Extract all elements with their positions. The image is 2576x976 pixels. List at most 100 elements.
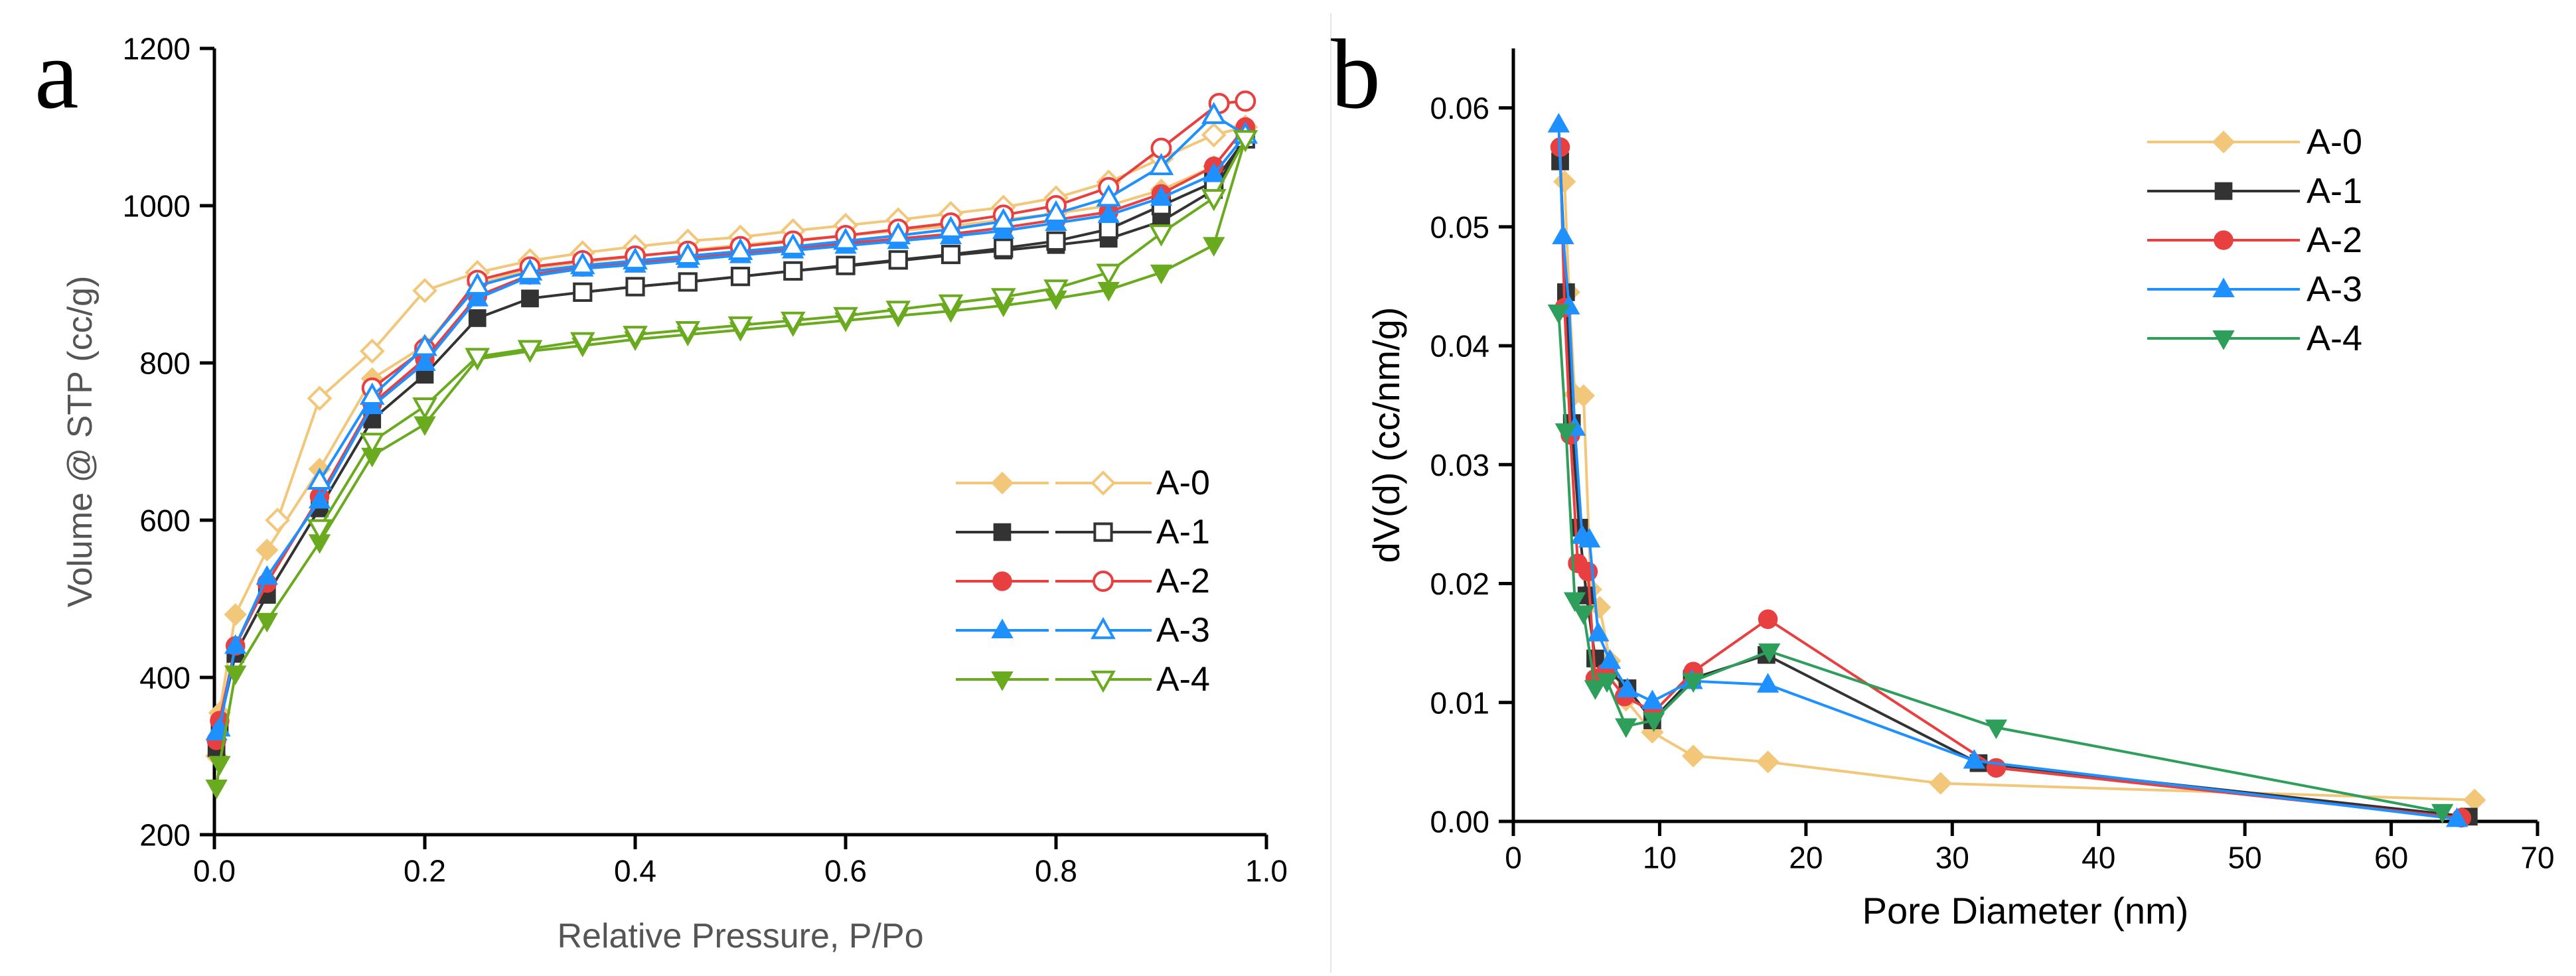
legend-entry-a-2: A-2 <box>956 562 1210 600</box>
y-tick-label: 600 <box>139 504 190 538</box>
data-point-a-3-desorption <box>465 272 491 295</box>
data-point-a-3-desorption <box>990 208 1016 230</box>
data-point-a-3-desorption <box>623 247 648 270</box>
data-point-a-4-desorption <box>623 326 648 348</box>
legend-marker-adsorption <box>993 523 1012 541</box>
data-point-a-1-desorption <box>730 267 751 287</box>
x-axis-label: Relative Pressure, P/Po <box>557 917 923 955</box>
data-point-a-4-desorption <box>307 519 333 542</box>
x-axis-label: Pore Diameter (nm) <box>1862 890 2189 932</box>
data-point-a-4-desorption <box>1043 279 1069 302</box>
y-axis-label: dV(d) (cc/nm/g) <box>1365 307 1407 563</box>
data-point-a-2-desorption <box>1235 90 1256 112</box>
x-tick-label: 1.0 <box>1245 853 1288 888</box>
data-point-a-4 <box>1596 673 1618 693</box>
data-point-a-4-desorption <box>412 397 437 420</box>
data-point-a-1-adsorption <box>521 289 539 308</box>
legend-marker <box>2212 130 2235 154</box>
legend-label: A-4 <box>2307 318 2362 358</box>
data-point-a-3 <box>1552 224 1574 245</box>
data-point-a-4 <box>1554 423 1578 443</box>
data-point-a-4 <box>1758 643 1781 663</box>
data-point-a-3-desorption <box>569 251 595 275</box>
data-point-a-4-adsorption <box>205 779 228 800</box>
legend-marker <box>2214 182 2233 200</box>
data-point-a-2 <box>1578 561 1598 582</box>
legend-label: A-2 <box>2307 220 2362 260</box>
data-point-a-4-desorption <box>833 307 858 330</box>
y-tick-label: 400 <box>139 661 190 695</box>
x-tick-label: 0.0 <box>193 853 236 888</box>
legend-label: A-0 <box>1156 464 1210 502</box>
data-point-a-4 <box>1572 605 1595 625</box>
data-point-a-4-desorption <box>780 311 806 334</box>
data-point-a-0-desorption <box>307 385 333 411</box>
data-point-a-3-desorption <box>938 216 964 238</box>
data-point-a-4-adsorption <box>1150 264 1173 285</box>
data-point-a-4-desorption <box>727 316 753 339</box>
data-point-a-3-adsorption <box>1150 186 1173 206</box>
x-tick-label: 0.2 <box>404 853 446 888</box>
data-point-a-4-adsorption <box>208 756 231 776</box>
data-point-a-0-desorption <box>1201 122 1227 148</box>
legend-label: A-0 <box>2307 122 2362 162</box>
data-point-a-1-adsorption <box>468 309 487 327</box>
data-point-a-4-desorption <box>990 288 1016 311</box>
data-point-a-0 <box>1756 750 1780 774</box>
panel-label: a <box>35 19 79 129</box>
data-point-a-4 <box>1985 719 2008 740</box>
data-point-a-4-desorption <box>1233 130 1258 153</box>
data-point-a-3-adsorption <box>256 565 278 585</box>
legend-marker-adsorption <box>991 618 1014 638</box>
legend-label: A-2 <box>1156 562 1210 600</box>
data-point-a-3 <box>1756 673 1780 693</box>
data-point-a-3 <box>1963 748 1986 769</box>
data-point-a-1-desorption <box>836 255 856 275</box>
legend-label: A-1 <box>2307 171 2362 211</box>
legend: A-0 A-1 A-2 A-3 A-4 <box>956 464 1210 699</box>
data-point-a-3-adsorption <box>414 351 436 371</box>
data-point-a-3 <box>1578 527 1601 548</box>
data-point-a-3-adsorption <box>224 634 247 654</box>
data-point-a-3-adsorption <box>466 287 489 307</box>
data-point-a-1-desorption <box>783 261 803 281</box>
data-point-a-4-desorption <box>569 332 595 354</box>
data-point-a-3-desorption <box>359 382 385 405</box>
y-tick-label: 0.00 <box>1430 805 1489 839</box>
data-point-a-0-desorption <box>265 508 291 533</box>
legend-entry-a-1: A-1 <box>956 513 1210 551</box>
series-a-4 <box>205 130 1258 800</box>
data-point-a-4-adsorption <box>224 665 247 685</box>
data-point-a-3 <box>1616 677 1639 698</box>
legend-marker-desorption <box>1093 571 1114 592</box>
x-tick-label: 60 <box>2374 840 2408 874</box>
legend-marker-desorption <box>1091 470 1116 496</box>
data-point-a-3-desorption <box>307 467 333 490</box>
legend-entry-a-4: A-4 <box>2147 318 2362 358</box>
data-point-a-3-desorption <box>1096 184 1122 207</box>
legend-marker <box>2212 277 2235 297</box>
data-point-a-4-desorption <box>1201 188 1227 212</box>
data-point-a-4 <box>1642 712 1665 732</box>
legend-label: A-3 <box>2307 269 2362 309</box>
legend-marker-adsorption <box>992 571 1012 591</box>
x-tick-label: 70 <box>2520 840 2554 874</box>
data-point-a-3-desorption <box>885 222 911 245</box>
data-point-a-1-desorption <box>888 250 908 270</box>
y-tick-label: 200 <box>139 818 190 853</box>
x-tick-label: 0.8 <box>1035 853 1077 888</box>
panel-label: b <box>1331 19 1381 129</box>
legend-marker-adsorption <box>991 671 1014 691</box>
data-point-a-3 <box>2446 807 2468 827</box>
data-point-a-4 <box>2431 803 2454 824</box>
data-point-a-4 <box>1615 718 1637 738</box>
data-point-a-0 <box>1681 744 1705 768</box>
data-point-a-4-desorption <box>465 348 491 370</box>
legend-marker <box>2214 230 2234 250</box>
data-point-a-1-desorption <box>573 282 593 302</box>
data-point-a-4-desorption <box>675 321 701 344</box>
data-point-a-3-desorption <box>675 242 701 265</box>
data-point-a-0-desorption <box>359 338 385 364</box>
legend-marker-desorption <box>1093 522 1113 542</box>
